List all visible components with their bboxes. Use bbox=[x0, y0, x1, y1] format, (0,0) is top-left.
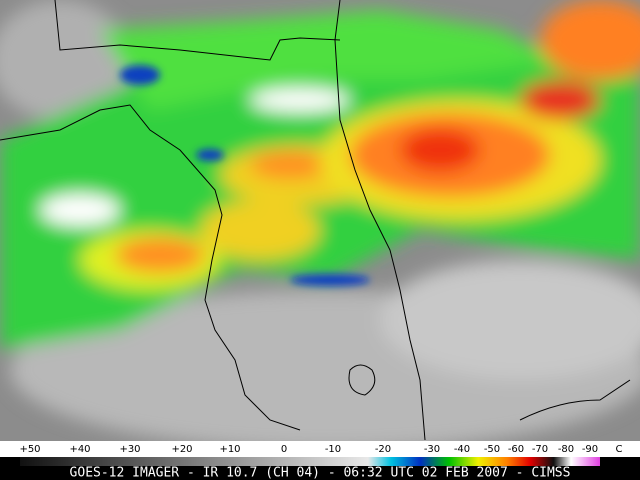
scale-label: 0 bbox=[281, 444, 287, 455]
scale-labels: +50 +40 +30 +20 +10 0 -10 -20 -30 -40 -50 -60 -70 -80… bbox=[19, 444, 622, 455]
scale-label: -60 bbox=[508, 444, 524, 455]
scale-label: +30 bbox=[119, 444, 140, 455]
scale-label: +20 bbox=[171, 444, 192, 455]
caption: GOES-12 IMAGER - IR 10.7 (CH 04) - 06:32… bbox=[70, 466, 571, 480]
scale-label: -50 bbox=[484, 444, 500, 455]
scale-label-strip bbox=[0, 441, 640, 457]
imagery bbox=[0, 0, 640, 450]
scale-label: -40 bbox=[454, 444, 470, 455]
scale-label: -20 bbox=[375, 444, 391, 455]
scale-label: C bbox=[616, 444, 623, 455]
scale-label: +40 bbox=[69, 444, 90, 455]
scale-label: +10 bbox=[219, 444, 240, 455]
scale-label: -90 bbox=[582, 444, 598, 455]
coastlines bbox=[0, 0, 631, 441]
scale-label: +50 bbox=[19, 444, 40, 455]
scale-label: -30 bbox=[424, 444, 440, 455]
scale-label: -10 bbox=[325, 444, 341, 455]
scale-label: -70 bbox=[532, 444, 548, 455]
color-scale bbox=[20, 457, 600, 466]
scale-label: -80 bbox=[558, 444, 574, 455]
